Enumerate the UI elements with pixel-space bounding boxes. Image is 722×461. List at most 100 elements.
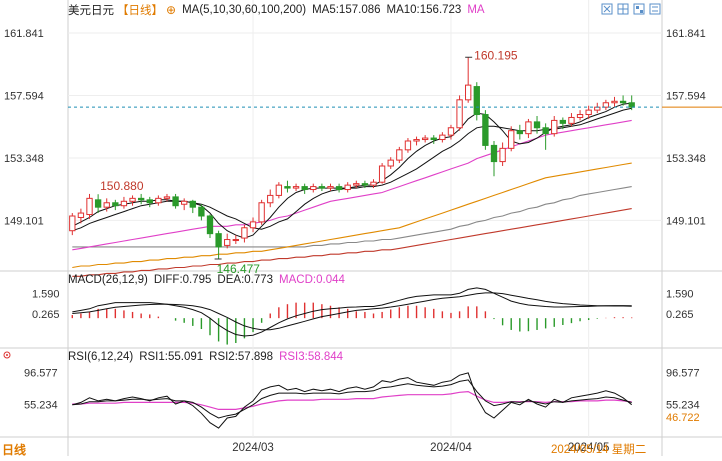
main-ytick-right: 157.594 (666, 91, 706, 103)
candle-body (516, 130, 523, 135)
ma30-line (72, 119, 632, 251)
candle-body (542, 127, 549, 135)
macd-value: MACD:0.044 (279, 274, 345, 286)
macd-dea-value: DEA:0.773 (217, 274, 274, 286)
rsi3-line (72, 390, 632, 410)
crosshair-icon[interactable] (2, 350, 12, 360)
candle-body (611, 100, 618, 104)
ma-more-label: MA (467, 4, 485, 16)
macd-diff-value: DIFF:0.795 (153, 274, 212, 286)
macd-label[interactable]: MACD(26,12,9) (68, 274, 148, 286)
grid-icon[interactable] (617, 3, 629, 15)
rsi1-line (72, 372, 633, 429)
candle-body (482, 114, 489, 146)
pair-label: 美元日元 (68, 5, 114, 17)
candle-body (525, 121, 532, 135)
ma-label[interactable]: MA(5,10,30,60,100,200) (182, 4, 307, 16)
candle-body (344, 184, 351, 191)
candle-body (224, 239, 231, 246)
candle-body (241, 227, 248, 239)
candle-body (465, 84, 472, 101)
candle-body (499, 147, 506, 163)
candle-body (619, 100, 627, 104)
candle-body (473, 86, 480, 116)
ma5-line (72, 102, 632, 239)
x-tick-label: 2024/05 (568, 442, 610, 454)
candle-body (447, 127, 455, 136)
candle-body (387, 159, 394, 167)
macd-ytick-left: 0.265 (32, 309, 60, 321)
rsi3-value: RSI3:58.844 (279, 351, 344, 363)
x-tick-label: 2024/04 (430, 442, 472, 454)
rsi2-value: RSI2:57.898 (209, 351, 274, 363)
candle-body (206, 215, 214, 235)
ma10-value: MA10:156.723 (386, 4, 462, 16)
candle-body (533, 121, 541, 129)
candle-body (146, 199, 153, 204)
candle-body (267, 194, 274, 204)
candle-body (404, 140, 412, 151)
candle-body (559, 119, 567, 124)
ma60-line (72, 162, 632, 269)
main-ytick-right: 161.841 (666, 28, 706, 40)
candle-body (353, 183, 360, 186)
rsi-ytick-left: 96.577 (24, 367, 58, 379)
candle-body (327, 186, 334, 189)
candle-body (430, 137, 437, 141)
layout-icon[interactable] (633, 3, 645, 15)
candle-body (508, 130, 515, 149)
main-ytick-right: 149.101 (666, 215, 706, 227)
chart-type-icon[interactable] (601, 3, 613, 15)
candle-body (69, 215, 76, 232)
macd-diff-line (72, 287, 632, 337)
candle-body (181, 200, 188, 205)
annotation-low-146: 146.477 (217, 262, 261, 276)
candle-body (86, 197, 93, 216)
candle-body (551, 119, 558, 135)
ma10-line (72, 107, 632, 232)
period-label[interactable]: 【日线】 (117, 5, 163, 17)
candle-body (137, 197, 145, 201)
candle-body (215, 233, 222, 248)
ma5-value: MA5:157.086 (312, 4, 381, 16)
candle-body (77, 212, 85, 218)
candle-body (112, 202, 119, 207)
rsi-ytick-right: 55.234 (666, 400, 700, 412)
add-indicator-icon[interactable]: ⊕ (166, 3, 177, 17)
annotation-high-160: 160.195 (474, 48, 518, 62)
candle-body (189, 200, 196, 208)
macd-dea-line (72, 292, 632, 331)
main-ytick-right: 153.348 (666, 153, 706, 165)
candle-body (318, 186, 326, 189)
ma200-line (72, 208, 632, 277)
x-tick-label: 2024/03 (232, 442, 274, 454)
candle-body (155, 197, 162, 204)
candle-body (258, 202, 265, 223)
candle-body (585, 109, 592, 116)
candle-body (413, 139, 420, 142)
candle-body (335, 186, 343, 191)
candle-body (249, 221, 257, 229)
macd-ytick-left: 1.590 (32, 288, 60, 300)
candle-body (129, 197, 136, 202)
period-logo[interactable]: 日线 (2, 443, 27, 457)
macd-ytick-right: 0.265 (666, 309, 694, 321)
rsi-ytick-left: 55.234 (24, 400, 58, 412)
settings-icon[interactable] (649, 3, 661, 15)
candle-body (172, 196, 179, 207)
candle-body (198, 206, 205, 217)
rsi1-value: RSI1:55.091 (139, 351, 204, 363)
candle-body (439, 134, 446, 141)
main-ytick-left: 161.841 (4, 28, 44, 40)
candle-body (602, 102, 610, 108)
macd-header: MACD(26,12,9) DIFF:0.795 DEA:0.773 MACD:… (68, 274, 351, 286)
candle-body (361, 183, 369, 186)
candle-body (103, 202, 110, 208)
candle-body (568, 116, 575, 124)
rsi2-line (72, 379, 632, 419)
candle-body (490, 144, 498, 163)
rsi-label[interactable]: RSI(6,12,24) (68, 351, 134, 363)
ma100-line (72, 186, 632, 248)
candle-body (292, 186, 300, 189)
